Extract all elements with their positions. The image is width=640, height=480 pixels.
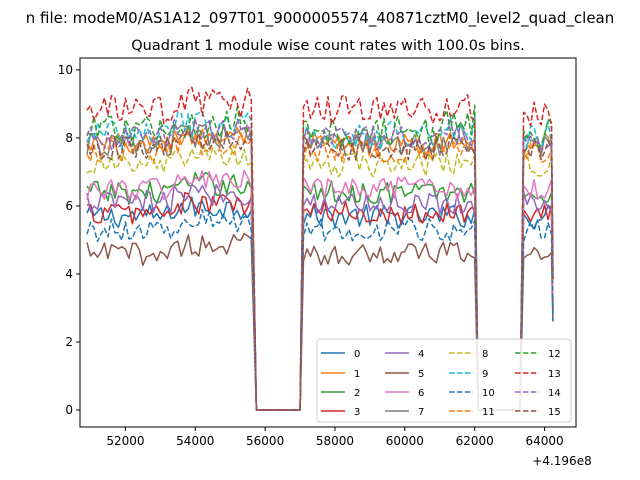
- legend-label-8: 8: [482, 349, 488, 360]
- series-line-4: [86, 183, 554, 411]
- legend-label-2: 2: [354, 388, 360, 399]
- series-line-3: [86, 191, 554, 411]
- legend-label-0: 0: [354, 349, 360, 360]
- legend-label-4: 4: [418, 349, 424, 360]
- series-line-5: [86, 232, 554, 411]
- chart-suptitle: n file: modeM0/AS1A12_097T01_9000005574_…: [26, 9, 615, 28]
- legend-label-5: 5: [418, 369, 424, 380]
- y-tick-label: 2: [65, 335, 73, 349]
- legend-label-10: 10: [482, 388, 495, 399]
- series-line-6: [86, 169, 554, 411]
- legend-label-14: 14: [548, 388, 561, 399]
- series-line-13: [86, 86, 554, 411]
- x-offset-label: +4.196e8: [532, 454, 591, 468]
- x-tick-label: 56000: [246, 434, 284, 448]
- legend-label-15: 15: [548, 407, 561, 418]
- y-tick-label: 6: [65, 199, 73, 213]
- y-axis: 0 2 4 6 8 10: [58, 63, 80, 417]
- legend-label-11: 11: [482, 407, 495, 418]
- legend-label-13: 13: [548, 369, 561, 380]
- y-tick-label: 4: [65, 267, 73, 281]
- x-axis: 52000 54000 56000 58000 60000 62000 64000: [106, 427, 564, 448]
- legend-label-6: 6: [418, 388, 424, 399]
- x-tick-label: 52000: [106, 434, 144, 448]
- plot-frame: [79, 57, 577, 428]
- series-line-2: [86, 171, 554, 411]
- series-line-12: [86, 104, 554, 411]
- legend-label-7: 7: [418, 407, 424, 418]
- series-line-15: [86, 129, 554, 411]
- x-tick-label: 58000: [316, 434, 354, 448]
- x-tick-label: 54000: [176, 434, 214, 448]
- x-tick-label: 60000: [386, 434, 424, 448]
- series-line-8: [86, 144, 554, 411]
- x-tick-label: 64000: [525, 434, 563, 448]
- legend-label-9: 9: [482, 369, 488, 380]
- series-line-14: [86, 118, 554, 411]
- legend-label-3: 3: [354, 407, 360, 418]
- y-tick-label: 0: [65, 403, 73, 417]
- series-layer: [86, 86, 554, 411]
- chart-title: Quadrant 1 module wise count rates with …: [131, 38, 525, 54]
- series-line-10: [86, 208, 554, 411]
- legend-label-12: 12: [548, 349, 561, 360]
- series-line-11: [86, 132, 554, 411]
- legend-label-1: 1: [354, 369, 360, 380]
- y-tick-label: 8: [65, 131, 73, 145]
- legend-frame: [316, 338, 572, 423]
- y-tick-label: 10: [58, 63, 73, 77]
- x-tick-label: 62000: [456, 434, 494, 448]
